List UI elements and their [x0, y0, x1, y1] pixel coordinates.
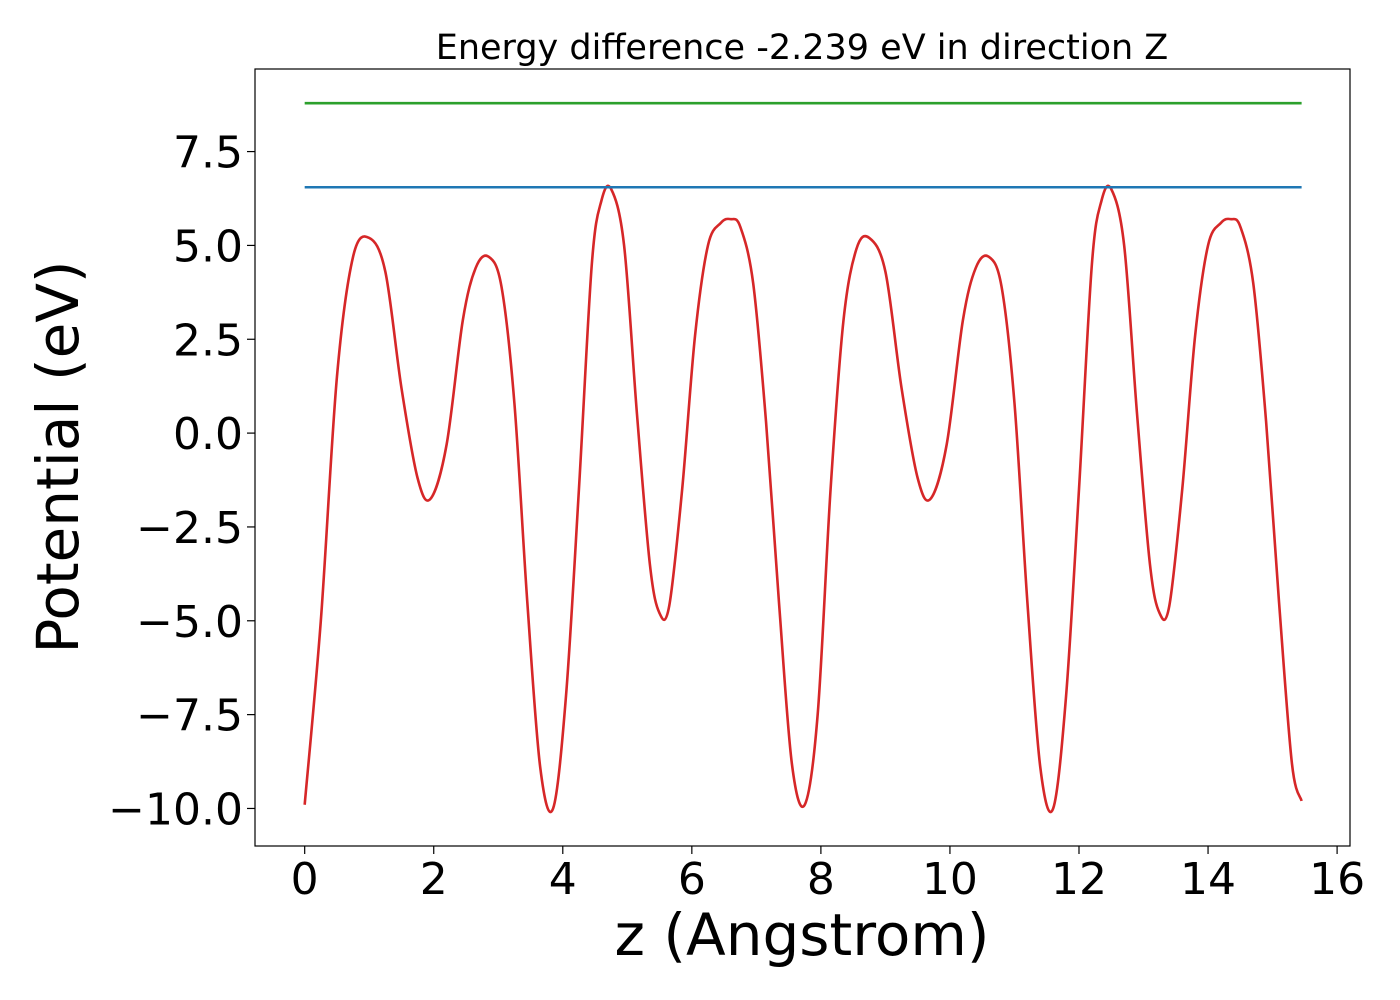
y-tick-label: 7.5: [173, 128, 243, 179]
y-tick-label: 2.5: [173, 315, 243, 366]
y-tick-label: −7.5: [136, 691, 243, 742]
x-tick-label: 16: [1309, 854, 1365, 905]
y-tick-label: −10.0: [108, 784, 243, 835]
y-tick-label: 0.0: [173, 409, 243, 460]
x-tick-label: 2: [420, 854, 448, 905]
x-tick-label: 14: [1180, 854, 1236, 905]
y-axis-ticks: −10.0 −7.5 −5.0 −2.5 0.0 2.5 5.0 7.5: [108, 128, 255, 835]
y-tick-label: 5.0: [173, 221, 243, 272]
x-tick-label: 10: [922, 854, 978, 905]
x-tick-label: 8: [807, 854, 835, 905]
x-tick-label: 0: [291, 854, 319, 905]
x-tick-label: 12: [1051, 854, 1107, 905]
chart-title: Energy difference -2.239 eV in direction…: [436, 28, 1169, 68]
plot-series: [303, 101, 1303, 814]
series-line-0: [303, 184, 1303, 814]
x-axis-label: z (Angstrom): [615, 901, 990, 969]
x-tick-label: 4: [549, 854, 577, 905]
plot-frame: [254, 68, 1351, 847]
x-tick-label: 6: [678, 854, 706, 905]
y-tick-label: −2.5: [136, 503, 243, 554]
x-axis-ticks: 0 2 4 6 8 10 12 14 16: [291, 846, 1365, 905]
y-tick-label: −5.0: [136, 597, 243, 648]
y-axis-label: Potential (eV): [24, 260, 92, 653]
